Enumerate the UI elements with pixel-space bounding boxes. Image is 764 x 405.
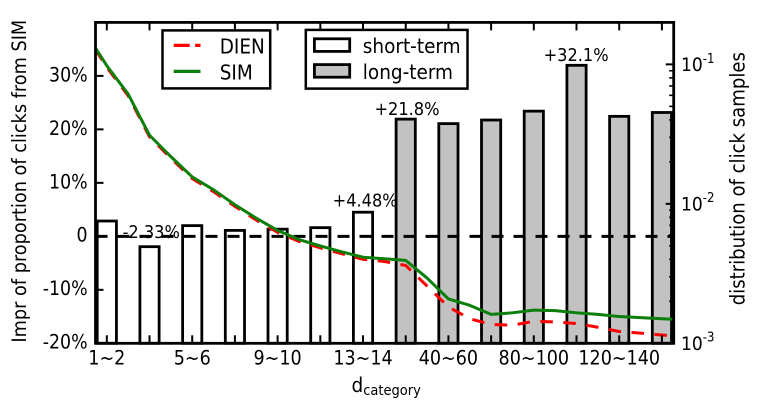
x-tick-label-9~10: 9~10	[254, 346, 302, 369]
y-tick-label-20%: 20%	[49, 117, 88, 140]
bar-long-term-12	[608, 114, 631, 345]
bar-long-term-10	[522, 109, 545, 345]
bar-long-term-11	[565, 63, 588, 345]
annotation-+4.48%: +4.48%	[333, 191, 398, 212]
x-tick-label-13~14: 13~14	[333, 346, 392, 369]
series-line-sim	[94, 47, 674, 321]
bar-long-term-9	[480, 118, 503, 345]
annotation--2.33%: -2.33%	[123, 222, 180, 243]
annotation-+32.1%: +32.1%	[544, 45, 609, 66]
bar-short-term-0	[95, 219, 118, 345]
y-tick-label--10%: -10%	[43, 277, 88, 300]
right-tick-label-1e-3: 10-3	[681, 331, 714, 355]
right-tick-label-1e-1: 10-1	[681, 52, 714, 76]
x-tick-label-5~6: 5~6	[174, 346, 211, 369]
legend-lines-box	[161, 29, 272, 90]
bar-short-term-3	[223, 228, 246, 345]
y-tick-label-10%: 10%	[49, 170, 88, 193]
bar-short-term-1	[138, 245, 161, 345]
legend-label-long-term: long-term	[363, 60, 453, 84]
legend-label-dien: DIEN	[220, 34, 265, 58]
x-axis-label: dcategory	[352, 373, 422, 399]
legend-label-short-term: short-term	[363, 34, 461, 58]
right-tick-label-1e-2: 10-2	[681, 191, 714, 215]
legend-patch-sample-long-term	[312, 63, 352, 79]
x-tick-label-80~100: 80~100	[499, 346, 570, 369]
bar-short-term-6	[352, 210, 375, 345]
right-axis-label: distribution of click samples	[726, 52, 750, 305]
annotation-+21.8%: +21.8%	[374, 99, 439, 120]
bar-short-term-4	[266, 227, 289, 345]
legend-patch-sample-short-term	[312, 37, 352, 53]
x-tick-label-1~2: 1~2	[88, 346, 125, 369]
left-axis-label: Impr of proportion of clicks from SIM	[8, 20, 31, 343]
bar-long-term-7	[394, 117, 417, 345]
legend-label-sim: SIM	[220, 60, 253, 84]
x-tick-label-40~60: 40~60	[419, 346, 478, 369]
bar-short-term-2	[181, 224, 204, 345]
x-tick-label-120~140: 120~140	[578, 346, 660, 369]
series-line-dien	[94, 48, 674, 338]
y-tick-label-0: 0	[77, 224, 88, 247]
y-tick-label-30%: 30%	[49, 63, 88, 86]
y-tick-label--20%: -20%	[43, 331, 88, 354]
bar-long-term-13	[650, 111, 673, 345]
